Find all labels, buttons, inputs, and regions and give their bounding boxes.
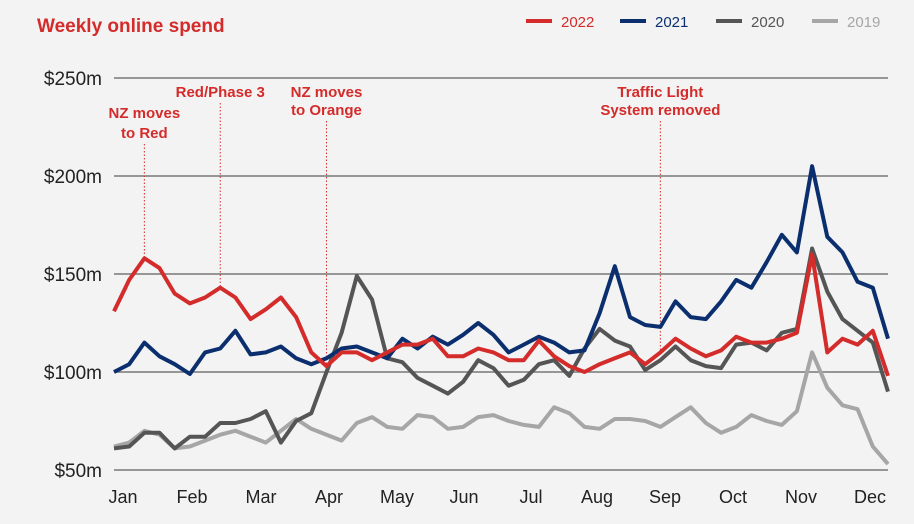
annotation-label: System removed xyxy=(600,102,720,119)
annotation-label: to Orange xyxy=(291,102,362,119)
annotation-label: to Red xyxy=(121,125,168,142)
y-tick-label: $100m xyxy=(44,363,102,384)
annotation-label: Traffic Light xyxy=(617,84,703,101)
x-tick-label: Jul xyxy=(519,487,542,507)
x-tick-label: Feb xyxy=(176,487,207,507)
annotation-label: NZ moves xyxy=(291,84,363,101)
x-tick-label: Apr xyxy=(315,487,343,507)
x-tick-label: Oct xyxy=(719,487,747,507)
series-line-2020 xyxy=(113,246,890,451)
series-line-2022 xyxy=(112,252,890,377)
legend-label-2021: 2021 xyxy=(655,14,688,31)
x-tick-label: Sep xyxy=(649,487,681,507)
legend-label-2020: 2020 xyxy=(751,14,784,31)
legend-label-2019: 2019 xyxy=(847,14,880,31)
x-tick-label: May xyxy=(380,487,414,507)
annotation-label: Red/Phase 3 xyxy=(176,84,265,101)
annotation-label: NZ moves xyxy=(109,105,181,122)
x-tick-label: Nov xyxy=(785,487,817,507)
x-tick-label: Aug xyxy=(581,487,613,507)
x-tick-label: Dec xyxy=(854,487,886,507)
y-tick-label: $200m xyxy=(44,167,102,188)
x-tick-label: Mar xyxy=(246,487,277,507)
chart-title: Weekly online spend xyxy=(37,16,225,37)
x-tick-label: Jan xyxy=(108,487,137,507)
y-tick-label: $50m xyxy=(54,461,102,482)
y-tick-label: $150m xyxy=(44,265,102,286)
series-line-2019 xyxy=(113,350,890,466)
x-tick-label: Jun xyxy=(449,487,478,507)
series-line-2021 xyxy=(113,164,890,376)
y-tick-label: $250m xyxy=(44,69,102,90)
legend-label-2022: 2022 xyxy=(561,14,594,31)
